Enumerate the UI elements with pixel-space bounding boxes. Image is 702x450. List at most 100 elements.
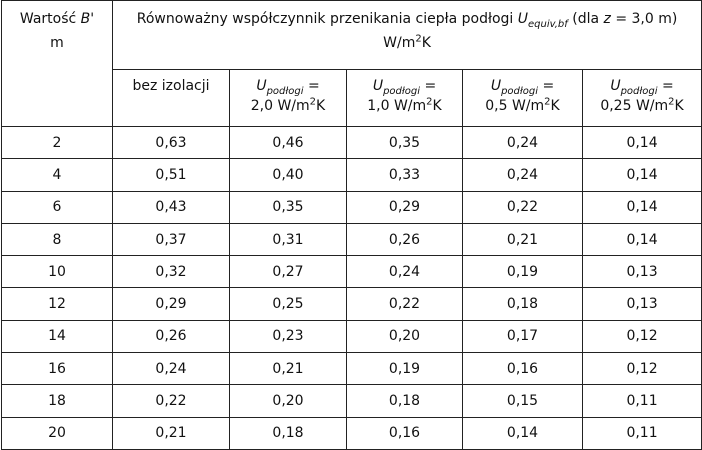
symbol: B' xyxy=(80,11,95,27)
table-row: 6 0,43 0,35 0,29 0,22 0,14 xyxy=(1,190,702,224)
table-cell: 0,14 xyxy=(581,222,702,257)
value: 2,0 W/m xyxy=(250,98,310,114)
text: = xyxy=(661,78,674,94)
text: bez izolacji xyxy=(132,78,210,94)
superscript: 2 xyxy=(426,96,433,108)
table-cell: 0,14 xyxy=(581,190,702,224)
superscript: 2 xyxy=(668,96,675,108)
table-cell: 6 xyxy=(1,190,113,224)
table-cell: 0,18 xyxy=(346,384,463,418)
unit: K xyxy=(674,98,684,114)
superscript: 2 xyxy=(544,96,551,108)
table-row: 14 0,26 0,23 0,20 0,17 0,12 xyxy=(1,319,702,354)
table-cell: 16 xyxy=(1,352,113,386)
table-row: 12 0,29 0,25 0,22 0,18 0,13 xyxy=(1,287,702,321)
table-cell: 20 xyxy=(1,416,113,450)
corner-cell: Wartość B' m xyxy=(1,0,113,127)
unit: K xyxy=(421,35,431,51)
symbol: U xyxy=(372,78,384,94)
table-cell: 0,12 xyxy=(581,319,702,354)
text: = xyxy=(542,78,555,94)
table-cell: 18 xyxy=(1,384,113,418)
table-cell: 0,14 xyxy=(581,125,702,160)
table-cell: 0,14 xyxy=(462,416,583,450)
table-cell: 0,35 xyxy=(346,125,463,160)
table-cell: 0,19 xyxy=(462,255,583,289)
table-cell: 0,21 xyxy=(462,222,583,257)
text: = 3,0 m) xyxy=(615,11,678,27)
value: 1,0 W/m xyxy=(367,98,427,114)
text: = xyxy=(424,78,437,94)
table-cell: 0,29 xyxy=(346,190,463,224)
table-cell: 0,51 xyxy=(112,158,230,192)
table-cell: 0,17 xyxy=(462,319,583,354)
header-row: Wartość B' m Równoważny współczynnik prze… xyxy=(1,0,702,127)
table-cell: 0,15 xyxy=(462,384,583,418)
table-cell: 0,29 xyxy=(112,287,230,321)
table-cell: 0,16 xyxy=(462,352,583,386)
text: Wartość xyxy=(19,11,77,27)
text: = xyxy=(307,78,320,94)
value: 0,5 W/m xyxy=(485,98,545,114)
table-cell: 0,18 xyxy=(462,287,583,321)
table-cell: 0,40 xyxy=(229,158,347,192)
symbol: z xyxy=(603,11,611,27)
column-header: Upodłogi = 0,5 W/m2K xyxy=(462,69,583,127)
superscript: 2 xyxy=(415,33,422,45)
table-cell: 0,31 xyxy=(229,222,347,257)
superscript: 2 xyxy=(309,96,317,108)
unit: K xyxy=(432,98,442,114)
table-cell: 0,46 xyxy=(229,125,347,160)
table-cell: 0,20 xyxy=(229,384,347,418)
group-header: Równoważny współczynnik przenikania ciep… xyxy=(111,0,702,70)
table-cell: 10 xyxy=(1,255,113,289)
table-row: 20 0,21 0,18 0,16 0,14 0,11 xyxy=(1,416,702,450)
table-cell: 0,23 xyxy=(229,319,347,354)
table-cell: 0,21 xyxy=(112,416,230,450)
table-cell: 0,16 xyxy=(346,416,463,450)
table-cell: 0,24 xyxy=(462,158,583,192)
table-cell: 0,14 xyxy=(581,158,702,192)
table-cell: 0,13 xyxy=(581,255,702,289)
table-row: 10 0,32 0,27 0,24 0,19 0,13 xyxy=(1,255,702,289)
table-cell: 0,43 xyxy=(112,190,230,224)
table-cell: 8 xyxy=(1,222,113,257)
column-header: bez izolacji xyxy=(112,69,230,127)
table-row: 4 0,51 0,40 0,33 0,24 0,14 xyxy=(1,158,702,192)
table-cell: 0,33 xyxy=(346,158,463,192)
table-cell: 0,11 xyxy=(581,416,702,450)
subscript: podłogi xyxy=(383,85,420,97)
table-cell: 14 xyxy=(1,319,113,354)
table-cell: 0,21 xyxy=(229,352,347,386)
table-row: 18 0,22 0,20 0,18 0,15 0,11 xyxy=(1,384,702,418)
column-header: Upodłogi = 2,0 W/m2K xyxy=(229,69,347,127)
table-cell: 0,22 xyxy=(112,384,230,418)
table-cell: 0,19 xyxy=(346,352,463,386)
symbol: U xyxy=(490,78,502,94)
table-cell: 0,32 xyxy=(112,255,230,289)
table-row: 16 0,24 0,21 0,19 0,16 0,12 xyxy=(1,352,702,386)
table-cell: 0,24 xyxy=(346,255,463,289)
subscript: podłogi xyxy=(620,85,658,97)
table-row: 8 0,37 0,31 0,26 0,21 0,14 xyxy=(1,222,702,257)
table-cell: 0,26 xyxy=(112,319,230,354)
table-cell: 0,26 xyxy=(346,222,463,257)
symbol: U xyxy=(517,11,529,27)
subscript: podłogi xyxy=(266,85,304,97)
table-cell: 12 xyxy=(1,287,113,321)
table-row: 2 0,63 0,46 0,35 0,24 0,14 xyxy=(1,125,702,160)
table-cell: 0,25 xyxy=(229,287,347,321)
table-cell: 4 xyxy=(1,158,113,192)
subscript: podłogi xyxy=(501,85,538,97)
table-cell: 0,37 xyxy=(112,222,230,257)
table-cell: 0,27 xyxy=(229,255,347,289)
subscript: equiv,bf xyxy=(528,18,568,30)
unit: K xyxy=(316,98,326,114)
unit: K xyxy=(550,98,560,114)
table-cell: 0,24 xyxy=(462,125,583,160)
table-cell: 0,24 xyxy=(112,352,230,386)
column-header: Upodłogi = 0,25 W/m2K xyxy=(581,69,702,127)
text: (dla xyxy=(572,11,600,27)
